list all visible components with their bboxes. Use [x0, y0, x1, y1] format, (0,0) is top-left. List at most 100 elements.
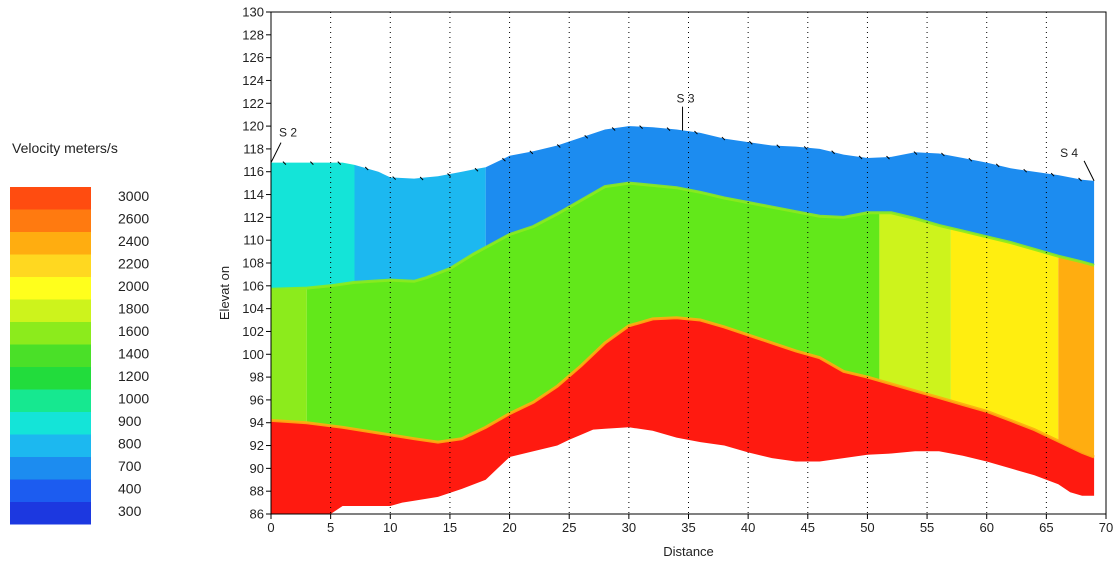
- surface-tick: [1023, 168, 1028, 173]
- surface-tick: [282, 161, 287, 165]
- legend-label: 1800: [118, 301, 149, 317]
- legend-title: Velocity meters/s: [12, 140, 118, 156]
- surface-tick: [748, 140, 753, 145]
- surface-tick: [502, 157, 506, 162]
- surface-tick: [364, 166, 369, 171]
- shot-markers: S 2 S 3 S 4: [270, 92, 1095, 182]
- legend-label: 800: [118, 436, 142, 452]
- surface-tick: [447, 173, 451, 177]
- y-tick-label: 126: [242, 50, 264, 65]
- velocity-layers: [271, 125, 1095, 514]
- y-tick-label: 108: [242, 256, 264, 271]
- y-tick-label: 96: [250, 392, 264, 407]
- legend-label: 1400: [118, 346, 149, 362]
- surface-tick: [556, 144, 561, 148]
- legend-label: 2200: [118, 256, 149, 272]
- legend-label: 900: [118, 413, 142, 429]
- legend-swatch: [10, 389, 91, 412]
- legend-swatch: [10, 322, 91, 345]
- legend-label: 2400: [118, 233, 149, 249]
- y-tick-label: 100: [242, 347, 264, 362]
- surface-tick: [968, 157, 973, 162]
- legend-label: 2000: [118, 278, 149, 294]
- legend-swatch: [10, 434, 91, 457]
- legend-label: 300: [118, 503, 142, 519]
- y-tick-label: 94: [250, 415, 264, 430]
- x-tick-label: 25: [562, 520, 576, 535]
- surface-tick: [1050, 172, 1055, 177]
- refractor-layer: [271, 317, 1095, 514]
- x-tick-label: 60: [979, 520, 993, 535]
- layer2-block: [271, 288, 307, 423]
- layer2-block: [879, 212, 951, 401]
- legend-swatch: [10, 457, 91, 480]
- shot-label: S 3: [677, 92, 695, 106]
- legend-label: 2600: [118, 211, 149, 227]
- y-tick-label: 128: [242, 27, 264, 42]
- layer1-block: [354, 164, 486, 283]
- surface-tick: [611, 127, 616, 131]
- y-tick-label: 112: [243, 210, 264, 225]
- x-axis-label: Distance: [663, 544, 714, 559]
- surface-tick: [419, 176, 424, 181]
- legend-swatch: [10, 277, 91, 300]
- legend-label: 3000: [118, 188, 149, 204]
- y-tick-label: 122: [242, 96, 264, 111]
- y-tick-label: 118: [243, 141, 264, 156]
- shot-marker-line: [1083, 160, 1095, 182]
- vertical-gridlines: [330, 12, 1047, 514]
- surface-tick: [474, 167, 479, 172]
- layer1-base-fringe: [271, 181, 1095, 291]
- y-tick-label: 88: [250, 484, 264, 499]
- x-tick-label: 35: [681, 520, 695, 535]
- legend-swatch: [10, 344, 91, 367]
- x-tick-label: 10: [383, 520, 397, 535]
- y-tick-label: 116: [243, 164, 264, 179]
- x-tick-label: 15: [443, 520, 457, 535]
- layer2-block: [950, 228, 1059, 441]
- legend-label: 1600: [118, 323, 149, 339]
- legend-swatch: [10, 412, 91, 435]
- refractor-top-fringe: [271, 316, 1095, 459]
- surface-tick: [941, 152, 945, 157]
- y-tick-label: 98: [250, 370, 264, 385]
- legend-label: 1000: [118, 391, 149, 407]
- x-axis: 0 5 10 15 20 25 30 35 40 45 50 55 60 65 70 Distance: [267, 514, 1113, 559]
- surface-tick: [666, 127, 671, 131]
- surface-tick: [694, 130, 698, 135]
- x-tick-label: 70: [1099, 520, 1113, 535]
- surface-tick: [529, 150, 534, 155]
- surface-tick: [886, 155, 890, 160]
- legend-label: 1200: [118, 368, 149, 384]
- legend-swatch: [10, 187, 91, 210]
- x-tick-label: 50: [860, 520, 874, 535]
- shot-label: S 2: [279, 126, 297, 140]
- y-tick-label: 92: [250, 438, 264, 453]
- y-axis: 86 88 90 92 94 96 98 100 102 104 106 108 110 112 114 11…: [217, 5, 271, 522]
- legend-swatch: [10, 232, 91, 255]
- surface-tick: [858, 155, 863, 160]
- layer2-block: [1058, 256, 1095, 457]
- x-tick-label: 55: [920, 520, 934, 535]
- x-tick-label: 40: [741, 520, 755, 535]
- x-tick-label: 20: [502, 520, 516, 535]
- y-tick-label: 130: [242, 5, 264, 20]
- surface-tick: [995, 163, 1000, 168]
- velocity-legend: 3000 2600 2400 2200 2000 1800 1600 1400 1200 1000…: [10, 187, 149, 525]
- x-tick-label: 65: [1039, 520, 1053, 535]
- surface-tick: [584, 134, 589, 139]
- legend-swatch: [10, 479, 91, 502]
- y-tick-label: 86: [250, 507, 264, 522]
- shot-label: S 4: [1060, 146, 1078, 160]
- layer1-block: [271, 162, 355, 290]
- legend-label: 700: [118, 458, 142, 474]
- y-tick-label: 114: [243, 187, 264, 202]
- surface-tick: [639, 125, 643, 129]
- surface-tick: [721, 136, 726, 141]
- y-tick-label: 102: [242, 324, 264, 339]
- surface-tick: [803, 146, 808, 150]
- y-tick-label: 110: [243, 233, 264, 248]
- surface-tick: [1078, 177, 1082, 182]
- y-tick-label: 90: [250, 461, 264, 476]
